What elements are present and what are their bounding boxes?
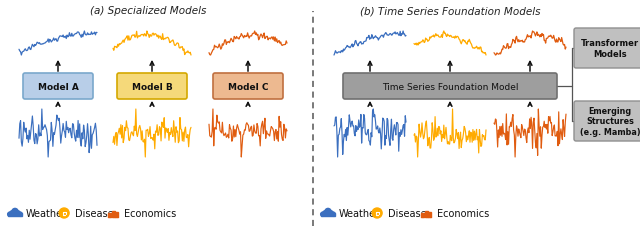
FancyBboxPatch shape bbox=[343, 74, 557, 100]
Bar bbox=[321, 213, 335, 216]
Bar bbox=[428, 212, 431, 217]
Circle shape bbox=[331, 212, 335, 216]
Text: Model C: Model C bbox=[228, 82, 268, 91]
Circle shape bbox=[8, 212, 12, 216]
Text: Disease: Disease bbox=[388, 208, 427, 218]
Text: Transformer
Models: Transformer Models bbox=[581, 39, 639, 58]
Bar bbox=[422, 213, 424, 217]
Circle shape bbox=[325, 209, 331, 215]
Text: Emerging
Structures
(e.g. Mamba): Emerging Structures (e.g. Mamba) bbox=[580, 107, 640, 136]
FancyBboxPatch shape bbox=[574, 29, 640, 69]
Text: (a) Specialized Models: (a) Specialized Models bbox=[90, 6, 206, 16]
Text: Weather: Weather bbox=[26, 208, 67, 218]
Text: Model B: Model B bbox=[132, 82, 172, 91]
Bar bbox=[425, 211, 428, 217]
FancyBboxPatch shape bbox=[117, 74, 187, 100]
Circle shape bbox=[372, 208, 382, 218]
Bar bbox=[112, 211, 115, 217]
Bar bbox=[108, 213, 111, 217]
Text: Disease: Disease bbox=[75, 208, 114, 218]
Bar bbox=[115, 212, 118, 217]
Text: (b) Time Series Foundation Models: (b) Time Series Foundation Models bbox=[360, 6, 540, 16]
Circle shape bbox=[321, 212, 325, 216]
Circle shape bbox=[18, 212, 22, 216]
Text: Economics: Economics bbox=[124, 208, 177, 218]
Circle shape bbox=[10, 211, 15, 216]
FancyBboxPatch shape bbox=[23, 74, 93, 100]
Text: Model A: Model A bbox=[38, 82, 79, 91]
Circle shape bbox=[323, 211, 328, 216]
Text: Time Series Foundation Model: Time Series Foundation Model bbox=[381, 82, 518, 91]
Circle shape bbox=[12, 209, 18, 215]
Text: Weather: Weather bbox=[339, 208, 380, 218]
Text: Economics: Economics bbox=[437, 208, 490, 218]
Circle shape bbox=[15, 211, 20, 216]
Circle shape bbox=[59, 208, 69, 218]
FancyBboxPatch shape bbox=[574, 102, 640, 141]
Bar bbox=[8, 213, 22, 216]
Circle shape bbox=[328, 211, 333, 216]
FancyBboxPatch shape bbox=[213, 74, 283, 100]
